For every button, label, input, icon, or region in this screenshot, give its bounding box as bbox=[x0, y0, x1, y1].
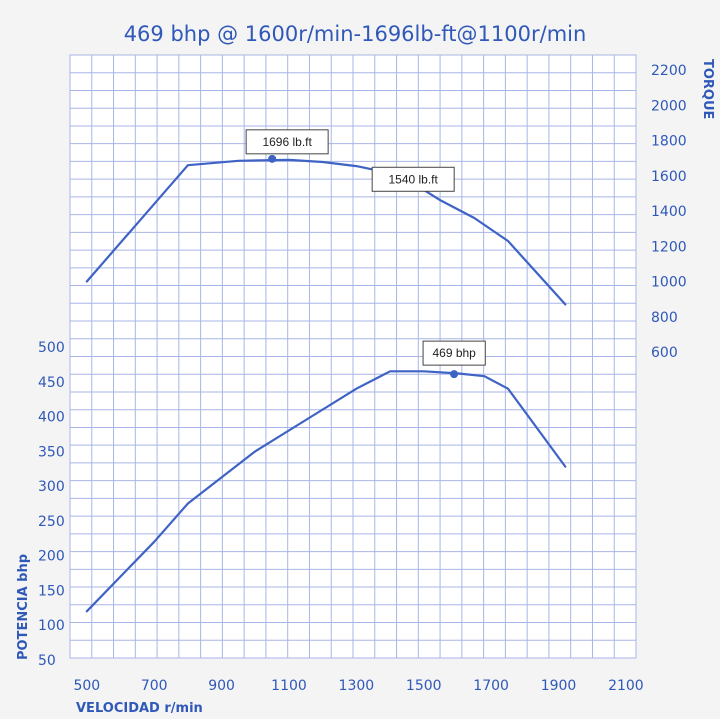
y-left-tick-label: 250 bbox=[38, 514, 65, 530]
annotation-label: 1696 lb.ft bbox=[262, 135, 312, 149]
y-left-tick-label: 150 bbox=[38, 583, 65, 599]
x-tick-label: 1300 bbox=[339, 678, 375, 694]
grid bbox=[69, 54, 637, 659]
x-tick-label: 1100 bbox=[271, 678, 307, 694]
power-line bbox=[85, 370, 567, 613]
torque-line bbox=[85, 158, 567, 306]
x-tick-label: 1900 bbox=[541, 678, 577, 694]
y-right-tick-label: 1600 bbox=[651, 169, 687, 185]
x-tick-label: 900 bbox=[208, 678, 235, 694]
annotation-box bbox=[422, 340, 486, 366]
annotation-marker bbox=[450, 370, 459, 379]
chart-title: 469 bhp @ 1600r/min-1696lb-ft@1100r/min bbox=[124, 22, 587, 46]
annotation-label: 469 bhp bbox=[432, 346, 476, 360]
y-left-tick-label: 400 bbox=[38, 410, 65, 426]
x-axis-title: VELOCIDAD r/min bbox=[76, 701, 203, 716]
y-left-tick-label: 100 bbox=[38, 618, 65, 634]
x-tick-label: 500 bbox=[73, 678, 100, 694]
x-tick-label: 1500 bbox=[406, 678, 442, 694]
x-tick-label: 2100 bbox=[608, 678, 644, 694]
y-left-tick-label: 450 bbox=[38, 375, 65, 391]
y-right-axis-title: TORQUE bbox=[700, 59, 715, 119]
y-left-tick-label: 300 bbox=[38, 479, 65, 495]
x-tick-labels: 500 700 900 1100 1300 1500 1700 1900 2100 bbox=[73, 678, 643, 694]
y-right-tick-label: 2200 bbox=[651, 63, 687, 79]
y-right-tick-labels: 600 800 1000 1200 1400 1600 1800 2000 2200 bbox=[651, 63, 687, 361]
annotation-box bbox=[245, 129, 329, 155]
series-lines bbox=[85, 158, 567, 613]
y-left-tick-labels: 50 100 150 200 250 300 350 400 450 500 bbox=[38, 340, 65, 669]
annotation-box bbox=[371, 166, 455, 192]
y-right-tick-label: 600 bbox=[651, 345, 678, 361]
x-tick-label: 700 bbox=[141, 678, 168, 694]
y-left-axis-title: POTENCIA bhp bbox=[16, 554, 31, 660]
annotation-label: 1540 lb.ft bbox=[388, 172, 438, 186]
y-left-tick-label: 50 bbox=[38, 653, 56, 669]
y-right-tick-label: 1400 bbox=[651, 204, 687, 220]
y-left-tick-label: 200 bbox=[38, 549, 65, 565]
y-right-tick-label: 1800 bbox=[651, 134, 687, 150]
y-left-tick-label: 500 bbox=[38, 340, 65, 356]
y-left-tick-label: 350 bbox=[38, 444, 65, 460]
y-right-tick-label: 1000 bbox=[651, 275, 687, 291]
y-right-tick-label: 800 bbox=[651, 310, 678, 326]
annotation-marker bbox=[268, 154, 277, 163]
annotations: 1696 lb.ft 1540 lb.ft 469 bhp bbox=[245, 129, 486, 379]
y-right-tick-label: 2000 bbox=[651, 98, 687, 114]
x-tick-label: 1700 bbox=[473, 678, 509, 694]
y-right-tick-label: 1200 bbox=[651, 239, 687, 255]
